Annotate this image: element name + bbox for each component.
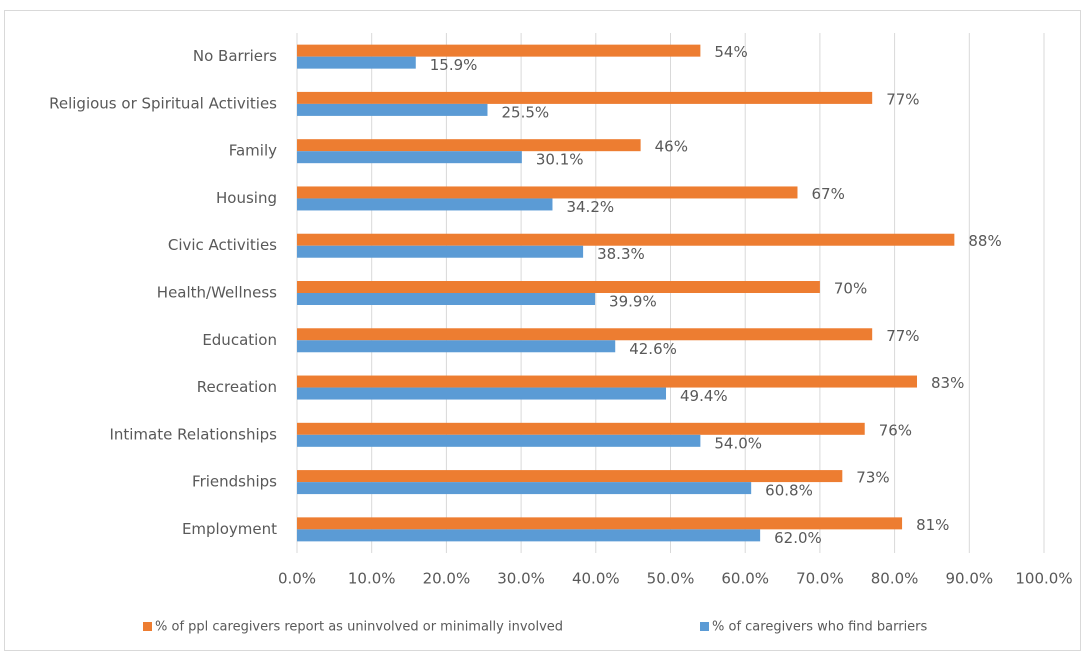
- data-label: 67%: [811, 185, 844, 203]
- bar: [297, 340, 616, 353]
- bar: [297, 375, 918, 388]
- x-tick-label: 100.0%: [1015, 570, 1072, 588]
- data-label: 30.1%: [536, 151, 584, 169]
- bar: [297, 186, 798, 199]
- x-tick-label: 30.0%: [497, 570, 545, 588]
- y-tick-label: Housing: [216, 189, 277, 207]
- data-label: 49.4%: [680, 387, 728, 405]
- data-label: 88%: [968, 232, 1001, 250]
- bar: [297, 56, 416, 69]
- data-label: 77%: [886, 90, 919, 108]
- y-tick-label: Friendships: [192, 473, 277, 491]
- y-tick-label: Intimate Relationships: [109, 425, 277, 443]
- bar: [297, 387, 667, 400]
- legend-label: % of ppl caregivers report as uninvolved…: [155, 620, 563, 635]
- data-label: 76%: [879, 421, 912, 439]
- data-label: 15.9%: [430, 56, 478, 74]
- x-tick-label: 0.0%: [278, 570, 316, 588]
- data-label: 46%: [655, 138, 688, 156]
- bar: [297, 293, 596, 305]
- x-tick-label: 90.0%: [945, 570, 993, 588]
- bar: [297, 245, 584, 258]
- x-tick-label: 80.0%: [871, 570, 919, 588]
- x-tick-label: 70.0%: [796, 570, 844, 588]
- bar: [297, 44, 701, 57]
- x-tick-label: 20.0%: [423, 570, 471, 588]
- data-label: 73%: [856, 469, 889, 487]
- data-label: 70%: [834, 280, 867, 298]
- y-tick-label: Recreation: [197, 378, 277, 396]
- bar: [297, 91, 873, 104]
- data-label: 54.0%: [714, 434, 762, 452]
- bar: [297, 281, 820, 293]
- x-tick-label: 60.0%: [721, 570, 769, 588]
- bar: [297, 422, 865, 435]
- data-label: 54%: [714, 43, 747, 61]
- y-tick-label: Employment: [182, 520, 277, 538]
- data-label: 25.5%: [501, 103, 549, 121]
- data-label: 81%: [916, 516, 949, 534]
- bar: [297, 517, 903, 530]
- data-label: 60.8%: [765, 482, 813, 500]
- data-label: 77%: [886, 327, 919, 345]
- x-tick-label: 50.0%: [647, 570, 695, 588]
- y-tick-label: Education: [202, 331, 277, 349]
- y-tick-label: Religious or Spiritual Activities: [49, 94, 277, 112]
- y-tick-label: Family: [229, 142, 277, 160]
- bar: [297, 434, 701, 447]
- data-label: 34.2%: [566, 198, 614, 216]
- bar: [297, 151, 522, 164]
- data-label: 38.3%: [597, 245, 645, 263]
- legend-label: % of caregivers who find barriers: [712, 620, 928, 635]
- bar: [297, 482, 752, 495]
- data-label: 62.0%: [774, 529, 822, 547]
- bar: [297, 529, 761, 542]
- data-label: 83%: [931, 374, 964, 392]
- bar: [297, 103, 488, 116]
- y-tick-label: No Barriers: [193, 47, 277, 65]
- legend-swatch: [700, 622, 709, 631]
- x-tick-label: 10.0%: [348, 570, 396, 588]
- data-label: 42.6%: [629, 340, 677, 358]
- bar: [297, 328, 873, 341]
- x-tick-label: 40.0%: [572, 570, 620, 588]
- legend-swatch: [143, 622, 152, 631]
- bar: [297, 470, 843, 483]
- bar: [297, 198, 553, 211]
- data-label: 39.9%: [609, 293, 657, 311]
- y-tick-label: Health/Wellness: [157, 284, 277, 302]
- bar: [297, 139, 641, 152]
- bar: [297, 233, 955, 246]
- y-tick-label: Civic Activities: [168, 236, 277, 254]
